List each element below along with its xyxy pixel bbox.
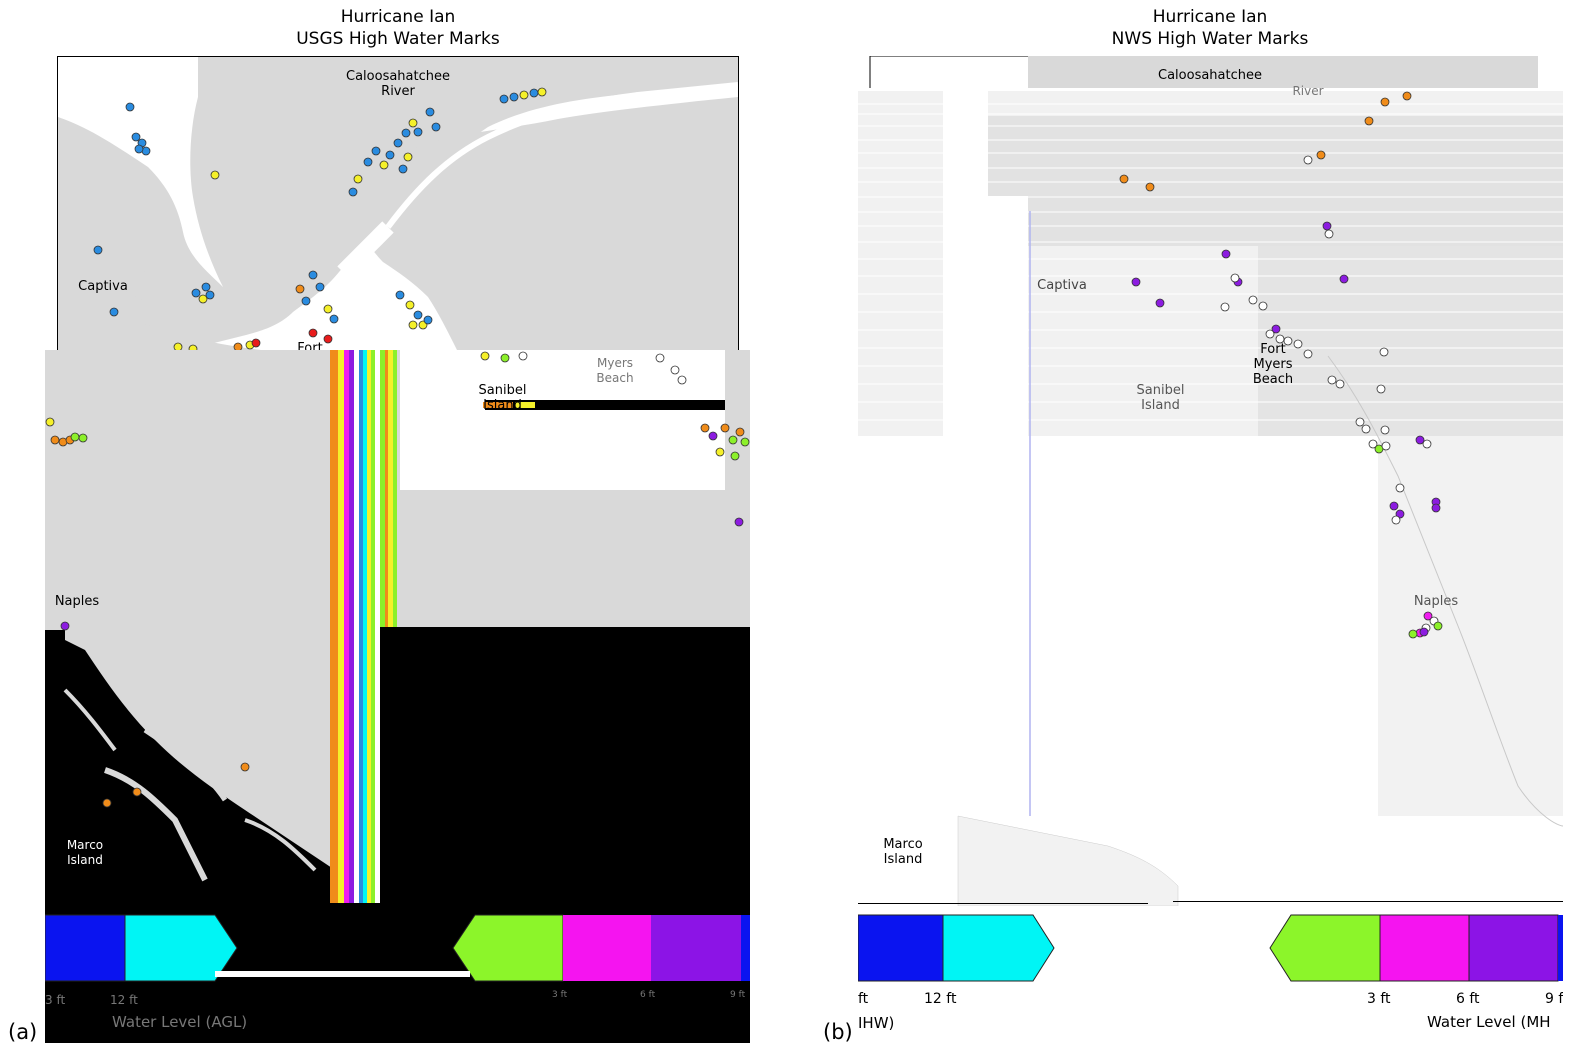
glitch-stripes xyxy=(330,350,397,903)
nws-map: Caloosahatchee River Captiva Fort Myers … xyxy=(858,56,1563,906)
usgs-map: Caloosahatchee River Captiva Fort xyxy=(57,56,739,352)
place-marco: Marco Island xyxy=(66,838,104,867)
panel-b-title: Hurricane Ian NWS High Water Marks xyxy=(870,6,1550,50)
nws-right-tick-1: 3 ft xyxy=(1367,991,1391,1007)
title-line1: Hurricane Ian xyxy=(340,7,456,27)
title-line2: NWS High Water Marks xyxy=(1111,29,1309,49)
title-line2: USGS High Water Marks xyxy=(296,29,500,49)
usgs-colorbar xyxy=(45,914,750,982)
place-river-fragment: River xyxy=(1292,84,1324,98)
usgs-right-tick-3: 9 ft xyxy=(730,990,746,1000)
place-sanibel: Sanibel Island xyxy=(478,383,527,413)
usgs-left-tick-1: 3 ft xyxy=(45,993,66,1007)
panel-usgs: Hurricane Ian USGS High Water Marks xyxy=(0,0,790,1063)
place-marco: Marco Island xyxy=(883,837,923,867)
place-captiva: Captiva xyxy=(1037,278,1087,293)
nws-bottom-rule xyxy=(1173,901,1563,902)
nws-axis-title: Water Level (MH xyxy=(1427,1013,1551,1031)
usgs-map-graphic xyxy=(58,57,738,352)
usgs-lower-graphic xyxy=(45,350,750,903)
place-naples: Naples xyxy=(54,594,100,609)
nws-colorbar xyxy=(858,914,1563,982)
usgs-right-tick-2: 6 ft xyxy=(640,990,656,1000)
place-myers-beach: Myers Beach xyxy=(596,356,634,385)
place-fort-myers-beach: Fort Myers Beach xyxy=(1252,342,1294,387)
nws-left-tick-1: ft xyxy=(858,991,869,1007)
usgs-left-tick-4: 12 ft xyxy=(110,993,138,1007)
place-caloosahatchee: Caloosahatchee River xyxy=(346,69,450,99)
panel-a-letter: (a) xyxy=(8,1020,38,1044)
place-captiva: Captiva xyxy=(78,279,128,294)
usgs-axis-title: Water Level (AGL) xyxy=(112,1013,248,1031)
panel-a-title: Hurricane Ian USGS High Water Marks xyxy=(58,6,738,50)
usgs-lower-markers xyxy=(45,351,750,808)
nws-right-tick-2: 6 ft xyxy=(1456,991,1480,1007)
nws-left-unit: IHW) xyxy=(858,1014,895,1032)
usgs-markers xyxy=(93,87,547,352)
nws-bottom-rule-left xyxy=(858,903,1148,904)
nws-map-graphic xyxy=(858,56,1563,906)
nws-markers xyxy=(1119,91,1443,639)
panel-b-letter: (b) xyxy=(823,1020,853,1044)
usgs-right-tick-1: 3 ft xyxy=(552,990,568,1000)
usgs-map-lower: Sanibel Island Myers Beach Naples Marco … xyxy=(45,350,750,903)
place-fort: Fort xyxy=(297,341,323,352)
nws-right-tick-3: 9 ft xyxy=(1545,991,1563,1007)
place-naples: Naples xyxy=(1413,594,1459,609)
nws-left-tick-2: 12 ft xyxy=(924,991,957,1007)
title-line1: Hurricane Ian xyxy=(1152,7,1268,27)
place-sanibel: Sanibel Island xyxy=(1136,383,1185,413)
place-caloosahatchee: Caloosahatchee xyxy=(1158,68,1262,83)
